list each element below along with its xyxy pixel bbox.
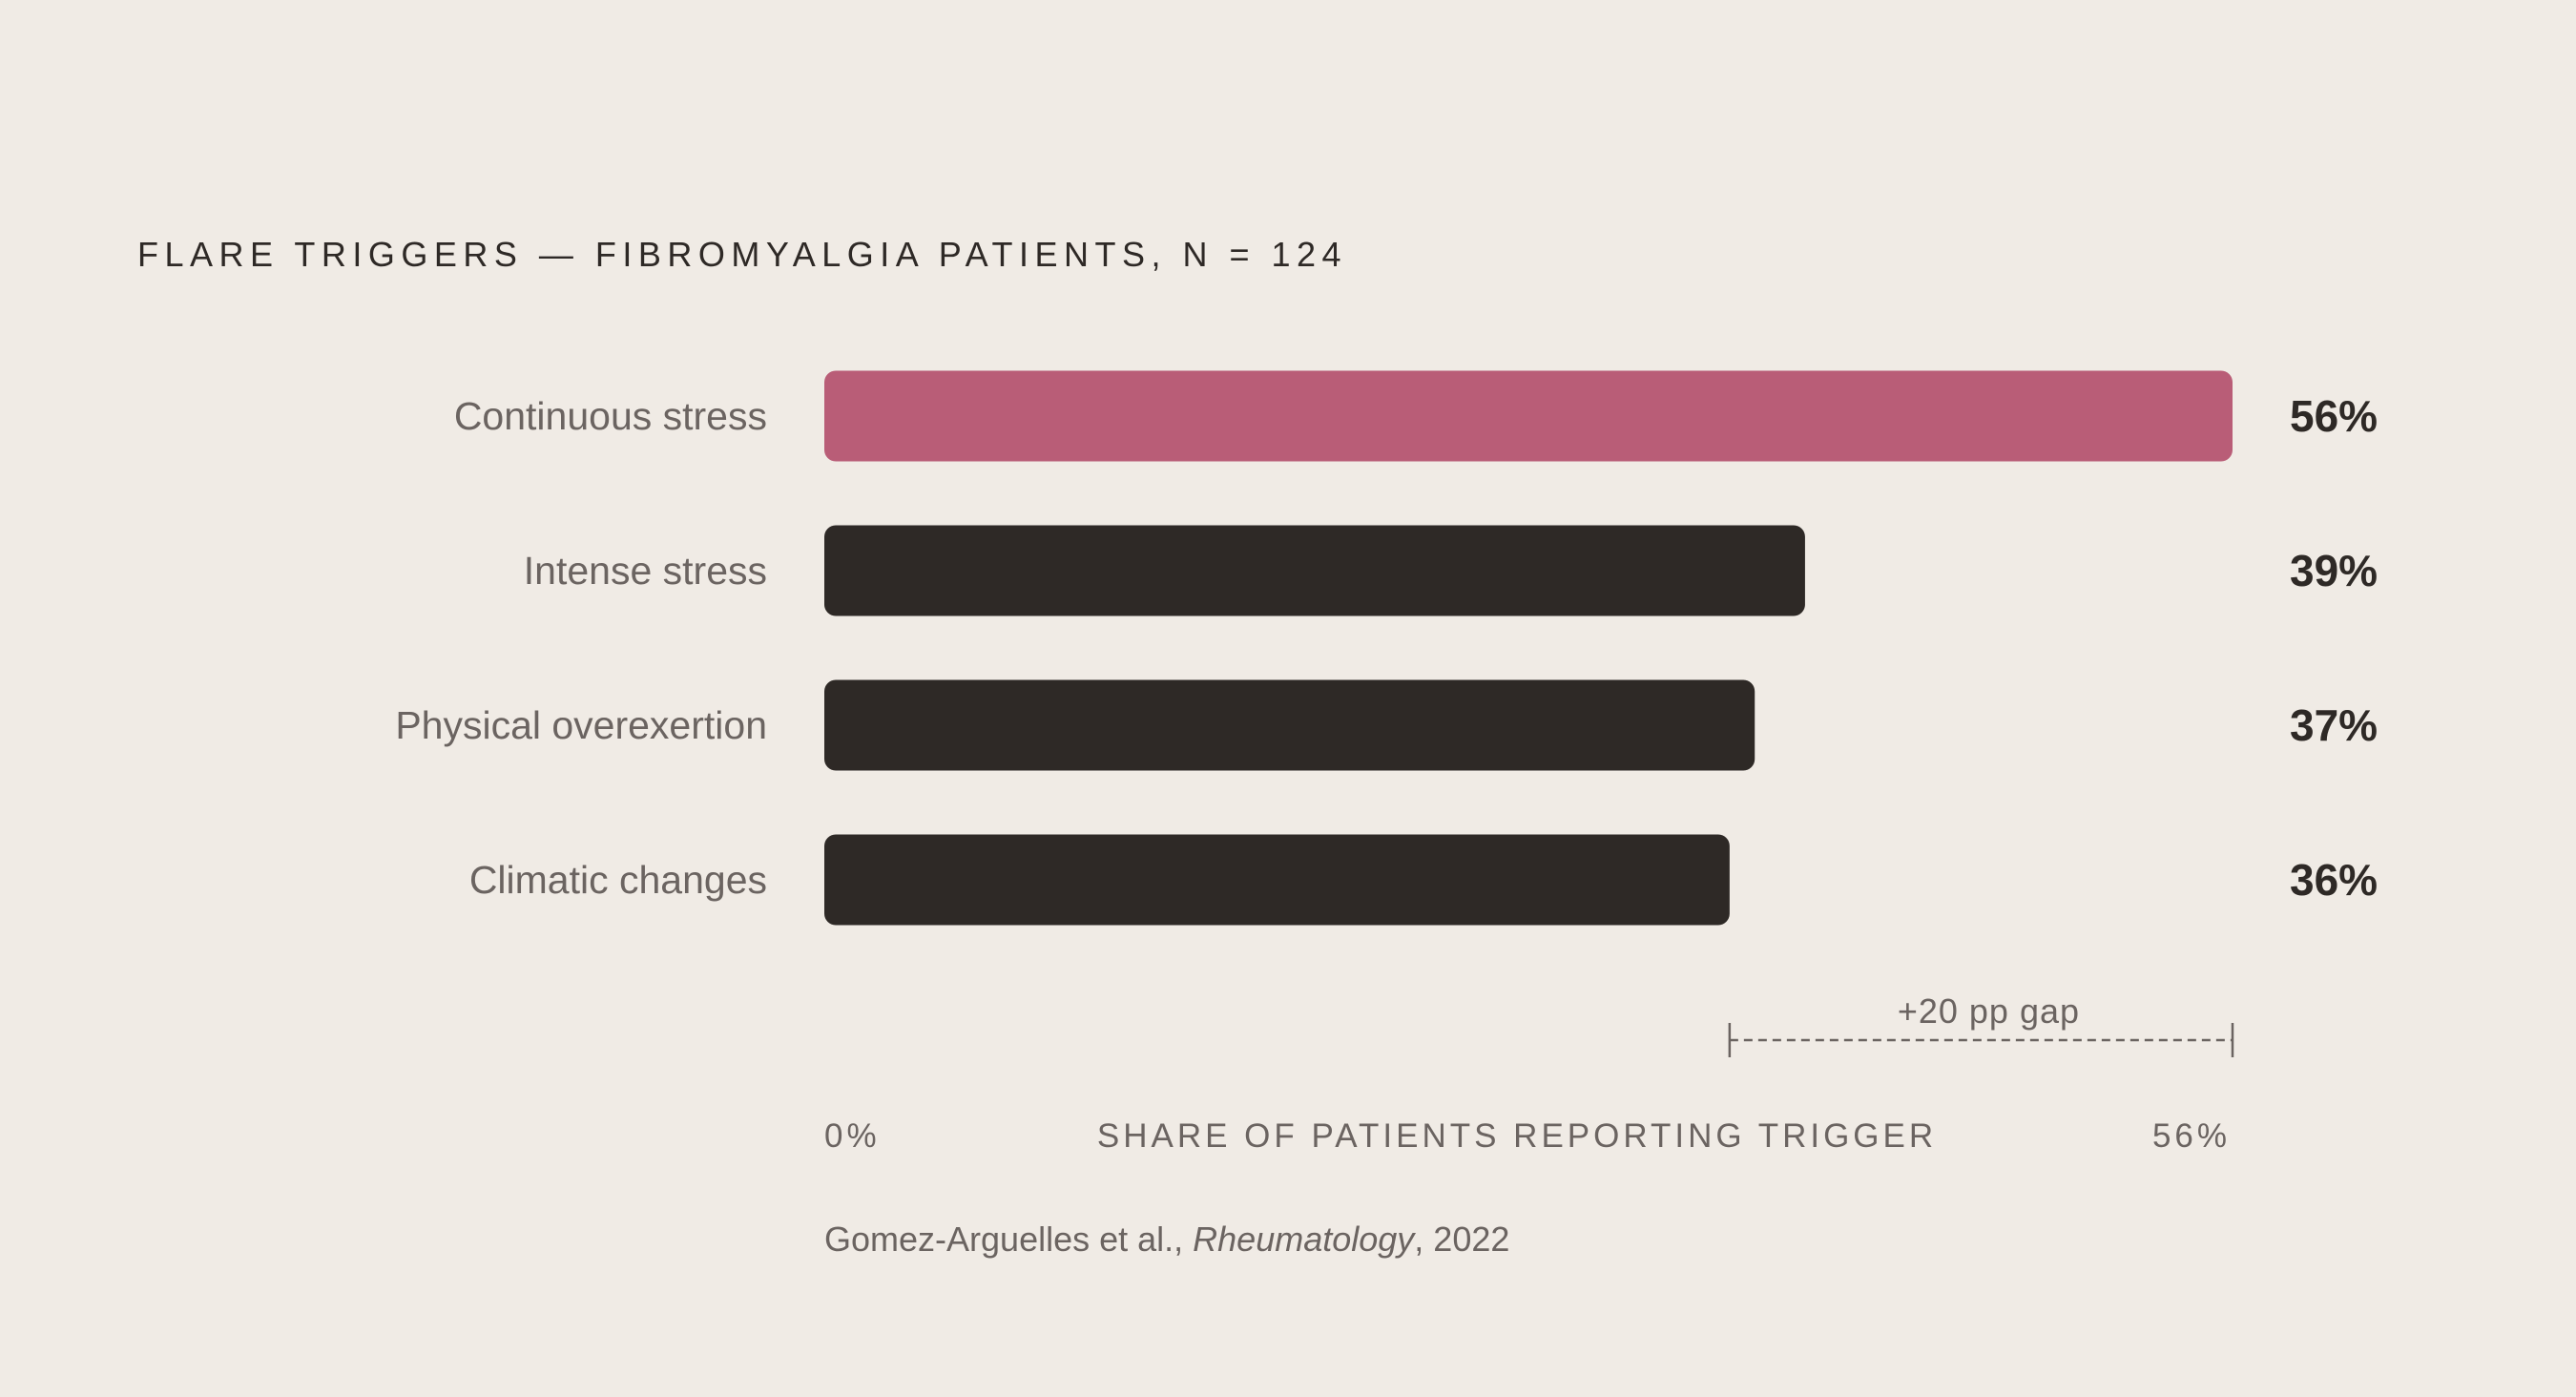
chart-title: FLARE TRIGGERS — FIBROMYALGIA PATIENTS, …: [137, 235, 1347, 274]
bar-0: [824, 370, 2233, 462]
value-label-1: 39%: [2290, 546, 2378, 595]
category-labels: Continuous stress Intense stress Physical …: [395, 394, 767, 902]
source-citation: Gomez-Arguelles et al., Rheumatology, 20…: [824, 1220, 1509, 1259]
source-year: , 2022: [1414, 1220, 1509, 1259]
gap-annotation-label: +20 pp gap: [1898, 991, 2080, 1031]
category-label-1: Intense stress: [524, 549, 767, 593]
x-axis-max-label: 56%: [2152, 1117, 2231, 1155]
gap-annotation: +20 pp gap: [1728, 991, 2234, 1057]
value-label-3: 36%: [2290, 855, 2378, 905]
bar-1: [824, 525, 1805, 616]
bars-layer: [824, 370, 2233, 926]
value-label-0: 56%: [2290, 391, 2378, 441]
source-journal: Rheumatology: [1193, 1220, 1416, 1259]
x-axis-min-label: 0%: [824, 1117, 881, 1155]
bar-3: [824, 834, 1730, 926]
x-axis-title: SHARE OF PATIENTS REPORTING TRIGGER: [1097, 1117, 1937, 1155]
bar-2: [824, 679, 1755, 771]
source-authors: Gomez-Arguelles et al.,: [824, 1220, 1193, 1259]
category-label-3: Climatic changes: [469, 858, 767, 902]
category-label-0: Continuous stress: [454, 394, 767, 438]
value-labels: 56% 39% 37% 36%: [2290, 391, 2378, 905]
category-label-2: Physical overexertion: [395, 703, 767, 747]
value-label-2: 37%: [2290, 700, 2378, 750]
